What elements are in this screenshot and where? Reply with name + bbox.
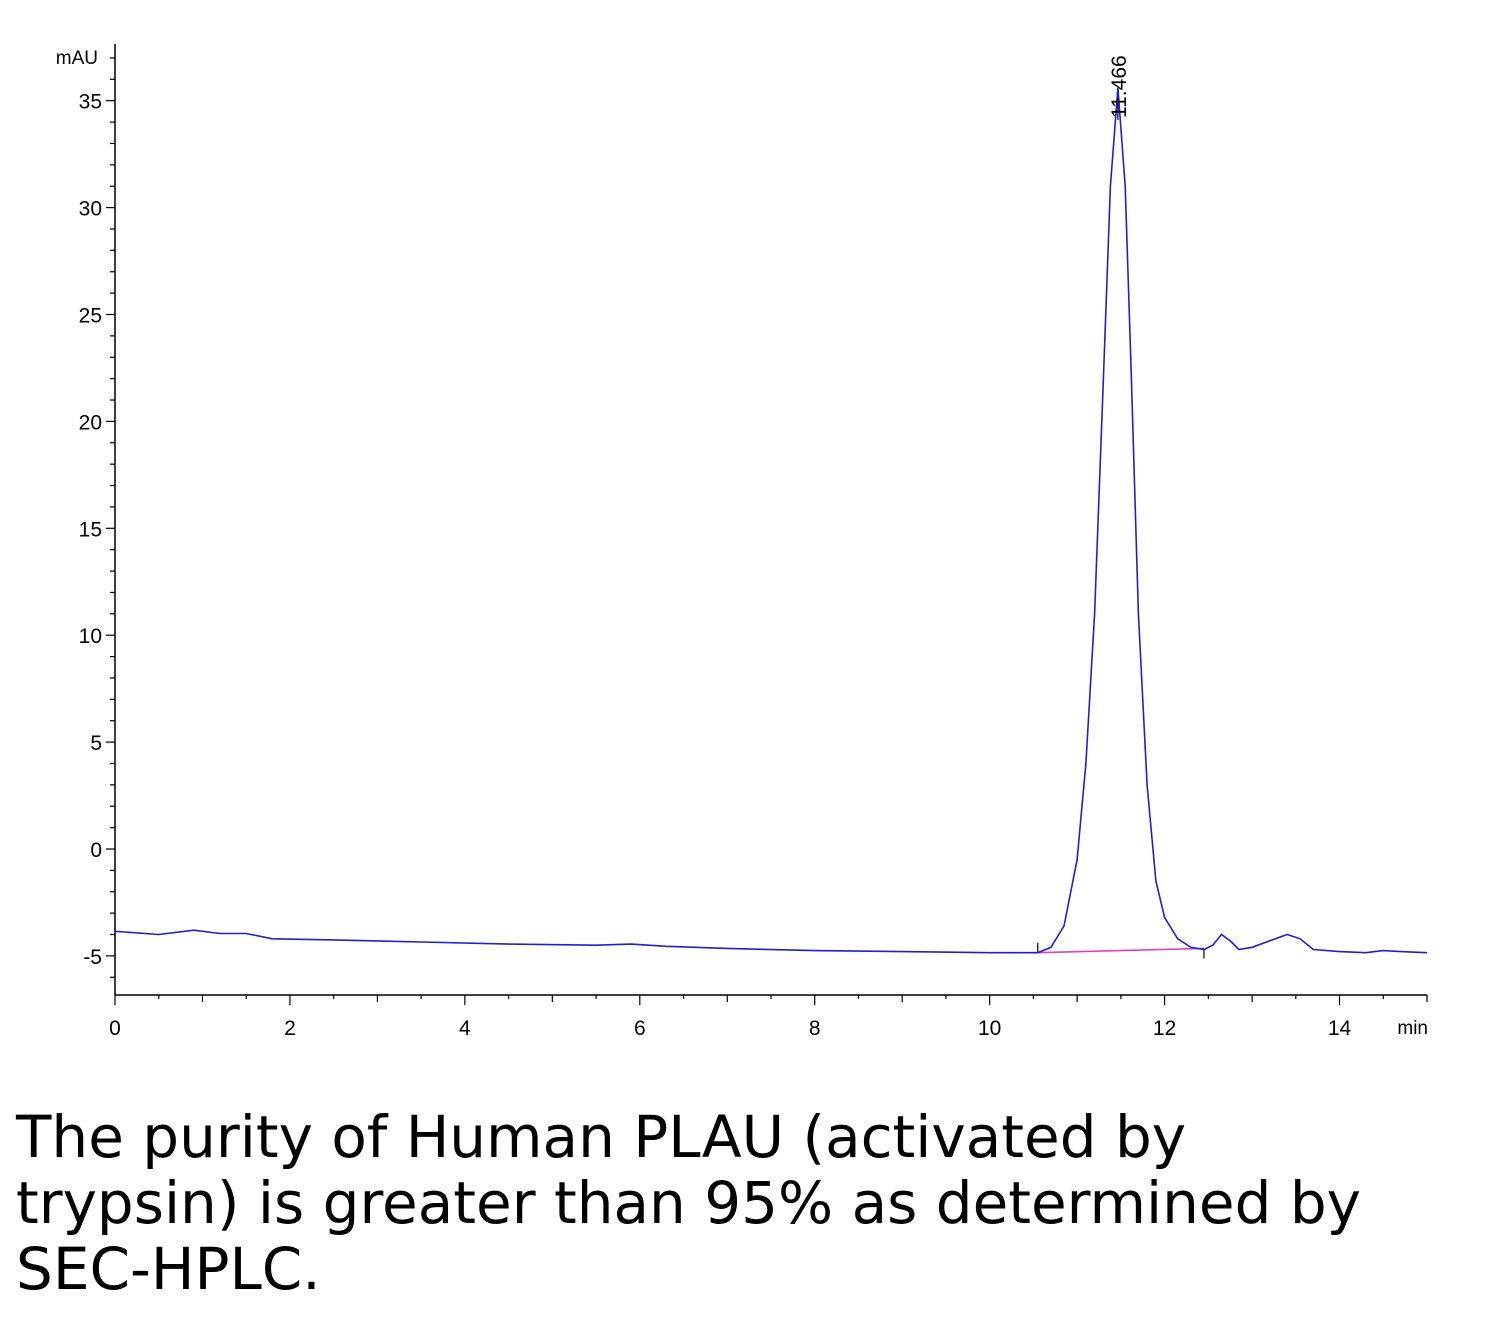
y-tick-label: 25	[79, 305, 102, 328]
figure-caption: The purity of Human PLAU (activated by t…	[16, 1103, 1361, 1303]
x-tick-label: 0	[109, 1017, 121, 1040]
x-tick-label: 12	[1153, 1017, 1176, 1040]
x-tick-label: 8	[809, 1017, 821, 1040]
chromatogram-chart: -5 0 5 10 15 20 25 30 35 0 2 4 6 8 10 12 14 mAU min 11.…	[56, 44, 1428, 1040]
y-axis-ticks: -5 0 5 10 15 20 25 30 35	[79, 57, 115, 978]
y-tick-label: 20	[79, 411, 102, 434]
y-tick-label: 35	[79, 91, 102, 114]
x-tick-label: 6	[634, 1017, 646, 1040]
axes	[114, 44, 1427, 996]
chromatogram-trace	[114, 87, 1428, 954]
x-tick-label: 2	[284, 1017, 296, 1040]
x-tick-label: 14	[1328, 1017, 1352, 1040]
x-axis-unit-label: min	[1397, 1018, 1428, 1039]
x-tick-label: 4	[459, 1017, 471, 1040]
y-tick-label: 5	[90, 732, 102, 755]
y-tick-label: 15	[79, 518, 102, 541]
y-axis-unit-label: mAU	[56, 48, 98, 69]
x-axis-ticks: 0 2 4 6 8 10 12 14	[109, 995, 1428, 1040]
x-tick-label: 10	[978, 1017, 1001, 1040]
y-tick-label: 30	[79, 198, 102, 221]
integration-baseline	[1037, 947, 1204, 954]
y-tick-label: 10	[79, 625, 102, 648]
y-tick-label: 0	[90, 839, 102, 862]
y-tick-label: -5	[83, 946, 102, 969]
peak-annotation: 11.466	[1108, 55, 1131, 120]
peak-retention-time-label: 11.466	[1108, 55, 1131, 118]
